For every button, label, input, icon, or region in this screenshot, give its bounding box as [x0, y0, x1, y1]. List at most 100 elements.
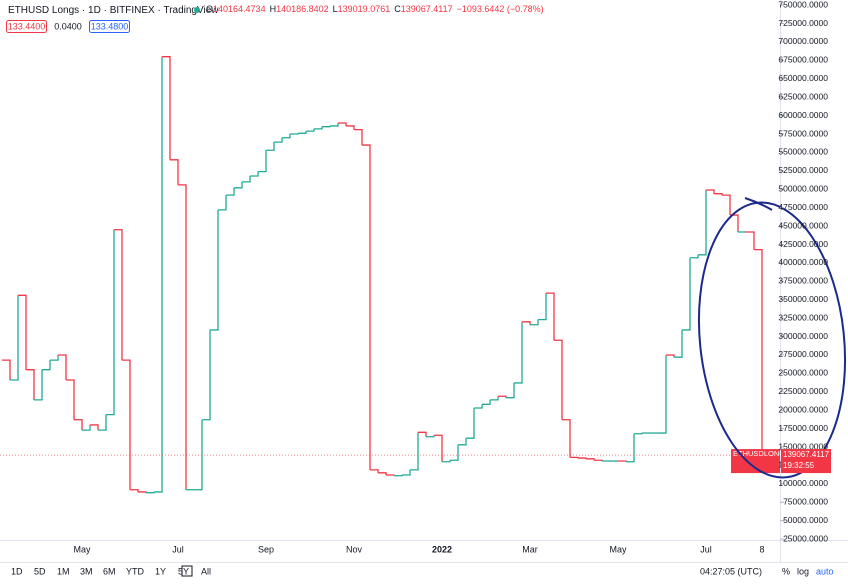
plot-area: ETHUSDLONGS	[0, 56, 790, 494]
price-step	[674, 329, 683, 358]
price-step	[690, 254, 699, 259]
price-step	[746, 231, 755, 250]
range-button[interactable]: 5Y	[178, 566, 189, 576]
drawn-stroke	[744, 197, 773, 211]
price-step	[226, 187, 235, 196]
range-button[interactable]: 6M	[103, 566, 116, 576]
range-button[interactable]: 1D	[11, 566, 23, 576]
y-tick-label: 25000.0000	[783, 533, 828, 543]
y-tick-label: 425000.0000	[778, 239, 828, 249]
price-step	[378, 472, 387, 476]
price-step	[314, 126, 323, 130]
header-exchange: BITFINEX	[110, 5, 155, 16]
price-step	[306, 128, 315, 132]
x-tick-label: May	[73, 544, 91, 554]
header-interval: 1D	[88, 5, 101, 16]
range-button[interactable]: 1M	[57, 566, 70, 576]
x-tick-label: May	[609, 544, 627, 554]
y-tick-label: 325000.0000	[778, 312, 828, 322]
calendar-icon[interactable]	[181, 565, 193, 577]
price-step	[18, 294, 27, 370]
price-step	[146, 491, 155, 494]
price-step	[178, 184, 187, 490]
header-source: TradingView	[163, 5, 219, 16]
price-step	[194, 419, 203, 491]
y-tick-label: 475000.0000	[778, 202, 828, 212]
separator: ·	[79, 5, 88, 16]
price-step	[298, 131, 307, 134]
price-step	[114, 229, 123, 361]
y-tick-label: 700000.0000	[778, 36, 828, 46]
price-step	[82, 424, 91, 431]
y-tick-label: 725000.0000	[778, 18, 828, 28]
price-step	[338, 122, 347, 126]
price-step	[106, 229, 115, 416]
y-tick-label: 650000.0000	[778, 73, 828, 83]
y-tick-label: 100000.0000	[778, 478, 828, 488]
price-step	[98, 414, 107, 431]
ohlc-value: 140186.8402	[276, 4, 329, 14]
scale-option[interactable]: %	[782, 566, 790, 576]
price-step	[490, 396, 499, 401]
annotation	[697, 197, 847, 479]
price-step	[290, 133, 299, 135]
price-step	[394, 475, 403, 477]
price-step	[634, 433, 643, 435]
price-step	[402, 469, 411, 476]
range-button[interactable]: 3M	[80, 566, 93, 576]
scale-option[interactable]: auto	[816, 566, 834, 576]
price-step	[26, 369, 35, 400]
price-step	[274, 137, 283, 143]
separator: ·	[101, 5, 110, 16]
series-name: ETHUSDLONGS	[733, 449, 790, 458]
ohlc-value: 140164.4734	[213, 4, 266, 14]
header-symbol: ETHUSD Longs	[8, 5, 79, 16]
legend: ETHUSD Longs · 1D · BITFINEX · TradingVi…	[6, 4, 544, 33]
price-step	[458, 438, 467, 446]
y-tick-label: 575000.0000	[778, 128, 828, 138]
y-tick-label: 75000.0000	[783, 497, 828, 507]
x-tick-label: 2022	[432, 544, 452, 554]
y-tick-label: 550000.0000	[778, 147, 828, 157]
price-step	[482, 399, 491, 405]
box	[6, 20, 47, 33]
range-button[interactable]: YTD	[126, 566, 145, 576]
price-step	[258, 150, 267, 173]
price-step	[42, 360, 51, 371]
price-step	[90, 424, 99, 431]
price-step	[434, 434, 443, 462]
ohlc-key: L	[333, 4, 338, 14]
scale-option[interactable]: log	[797, 566, 809, 576]
range-button[interactable]: 5D	[34, 566, 46, 576]
price-step	[162, 56, 171, 160]
ohlc-key: C	[394, 4, 401, 14]
price-step	[666, 354, 675, 358]
range-button[interactable]: 1Y	[155, 566, 166, 576]
price-step	[154, 56, 163, 493]
status-dot	[194, 7, 200, 13]
price-step	[722, 194, 731, 216]
price-step	[138, 491, 147, 493]
price-step	[754, 249, 763, 456]
price-step	[34, 369, 43, 401]
price-step	[522, 321, 531, 325]
price-step	[618, 460, 627, 462]
price-step	[698, 190, 707, 256]
y-tick-label: 175000.0000	[778, 423, 828, 433]
toolbar: 1D 5D 1M 3M 6M YTD 1Y 5Y All 04:27:05 (UTC)% log au…	[11, 565, 834, 577]
price-step	[506, 382, 515, 399]
price-step	[10, 295, 19, 381]
price-step	[210, 209, 219, 331]
price-step	[122, 359, 131, 490]
range-button[interactable]: All	[201, 566, 211, 576]
box-value: 0.0400	[54, 21, 82, 31]
x-tick-label: Mar	[522, 544, 538, 554]
price-step	[282, 134, 291, 139]
y-tick-label: 625000.0000	[778, 91, 828, 101]
price-step	[330, 122, 339, 127]
price-step	[658, 354, 667, 434]
price-step	[418, 431, 427, 437]
price-step	[546, 292, 555, 341]
